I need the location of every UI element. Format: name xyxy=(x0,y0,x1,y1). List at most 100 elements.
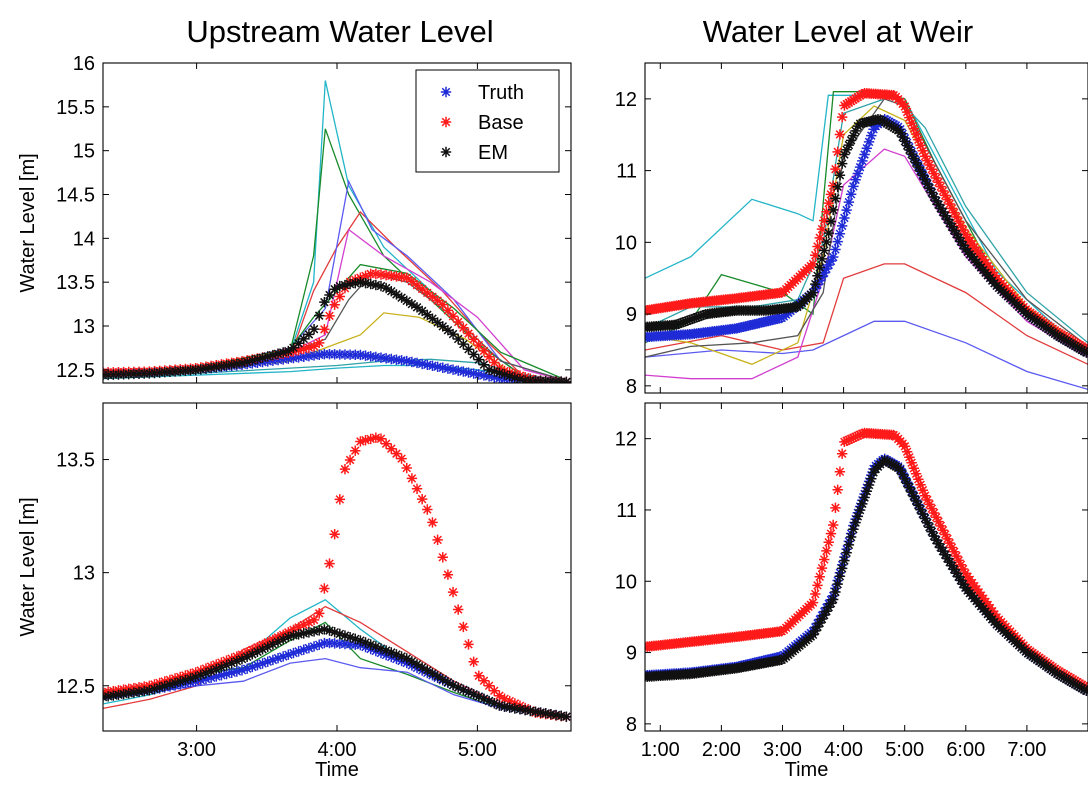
em-marker xyxy=(913,500,924,511)
em-marker xyxy=(935,542,946,553)
em-marker xyxy=(499,369,510,380)
em-marker xyxy=(298,333,309,345)
legend-entry-em: EM xyxy=(478,142,508,164)
truth-marker xyxy=(231,666,243,677)
base-marker xyxy=(839,436,850,448)
base-marker xyxy=(807,258,819,270)
x-tick-label: 7:00 xyxy=(1007,739,1046,761)
em-marker xyxy=(680,316,691,327)
em-marker xyxy=(411,659,423,670)
base-marker xyxy=(504,695,515,707)
em-marker xyxy=(850,125,861,137)
plot-area xyxy=(645,427,1088,697)
em-marker xyxy=(288,342,299,353)
em-marker xyxy=(919,174,931,186)
base-marker xyxy=(937,525,949,536)
em-marker xyxy=(861,486,873,497)
truth-marker xyxy=(463,367,474,378)
base-marker xyxy=(437,552,448,563)
em-marker xyxy=(375,643,387,654)
em-marker xyxy=(504,370,515,382)
em-marker xyxy=(953,232,964,244)
base-marker xyxy=(924,159,935,171)
em-marker xyxy=(830,193,841,204)
em-marker xyxy=(447,680,459,691)
em-marker xyxy=(226,359,237,370)
em-marker xyxy=(463,344,474,355)
base-marker xyxy=(821,545,832,557)
truth-marker xyxy=(272,653,284,664)
y-tick-label: 10 xyxy=(615,232,637,254)
em-marker xyxy=(915,166,926,177)
em-marker xyxy=(205,665,217,677)
em-marker xyxy=(841,144,852,156)
em-marker xyxy=(211,361,222,373)
base-marker xyxy=(957,224,969,236)
truth-marker xyxy=(841,204,852,216)
panel-bottom-left: 12.5 13 13.5 3:00 4:00 5:00 Water Level [m] Tim… xyxy=(17,402,572,781)
em-marker xyxy=(473,354,485,365)
em-marker xyxy=(673,318,684,329)
base-marker xyxy=(951,550,962,562)
em-marker xyxy=(344,278,356,290)
em-marker xyxy=(427,313,438,324)
base-marker xyxy=(931,172,942,184)
em-marker xyxy=(942,553,953,564)
em-marker xyxy=(504,702,515,713)
series-em xyxy=(103,276,571,383)
base-marker xyxy=(926,503,937,514)
em-marker xyxy=(946,560,958,571)
base-marker xyxy=(850,431,861,442)
em-marker xyxy=(555,710,567,722)
em-marker xyxy=(241,651,253,663)
truth-marker xyxy=(226,667,237,678)
base-marker xyxy=(906,457,917,468)
em-marker xyxy=(468,349,479,360)
truth-marker xyxy=(859,149,870,160)
em-marker xyxy=(396,651,407,662)
base-marker xyxy=(901,106,913,118)
base-marker xyxy=(825,528,837,539)
em-marker xyxy=(360,637,371,648)
y-tick-label: 13.5 xyxy=(56,272,95,294)
em-marker xyxy=(519,704,531,716)
em-marker xyxy=(216,360,227,372)
em-marker xyxy=(241,356,253,368)
base-marker xyxy=(951,211,962,223)
truth-marker xyxy=(308,641,320,652)
base-marker xyxy=(319,324,330,335)
em-marker xyxy=(324,625,335,636)
em-marker xyxy=(386,286,397,297)
y-tick-label: 14.5 xyxy=(56,185,95,207)
base-marker xyxy=(906,117,917,129)
em-marker xyxy=(942,214,953,225)
truth-marker xyxy=(247,661,258,673)
base-marker xyxy=(308,341,320,352)
truth-marker xyxy=(422,359,433,371)
em-marker xyxy=(841,547,852,558)
em-marker xyxy=(257,644,268,655)
em-marker xyxy=(906,148,917,160)
em-marker xyxy=(691,312,702,323)
em-marker xyxy=(904,144,915,156)
base-marker xyxy=(396,453,407,464)
base-marker xyxy=(386,443,397,454)
em-marker xyxy=(948,564,960,575)
plot-area xyxy=(103,432,571,723)
base-marker xyxy=(933,516,944,527)
em-marker xyxy=(195,364,207,375)
em-marker xyxy=(836,563,848,574)
x-tick-label: 4:00 xyxy=(824,739,863,761)
base-marker xyxy=(360,270,371,282)
em-marker xyxy=(277,347,289,358)
base-marker xyxy=(483,680,495,691)
truth-marker xyxy=(303,642,315,654)
em-marker xyxy=(955,575,967,586)
base-marker xyxy=(819,554,830,565)
base-marker xyxy=(427,291,438,302)
base-marker xyxy=(899,101,911,112)
truth-marker xyxy=(427,360,438,372)
base-marker xyxy=(901,446,913,457)
em-marker xyxy=(535,707,546,718)
em-marker xyxy=(910,495,922,507)
